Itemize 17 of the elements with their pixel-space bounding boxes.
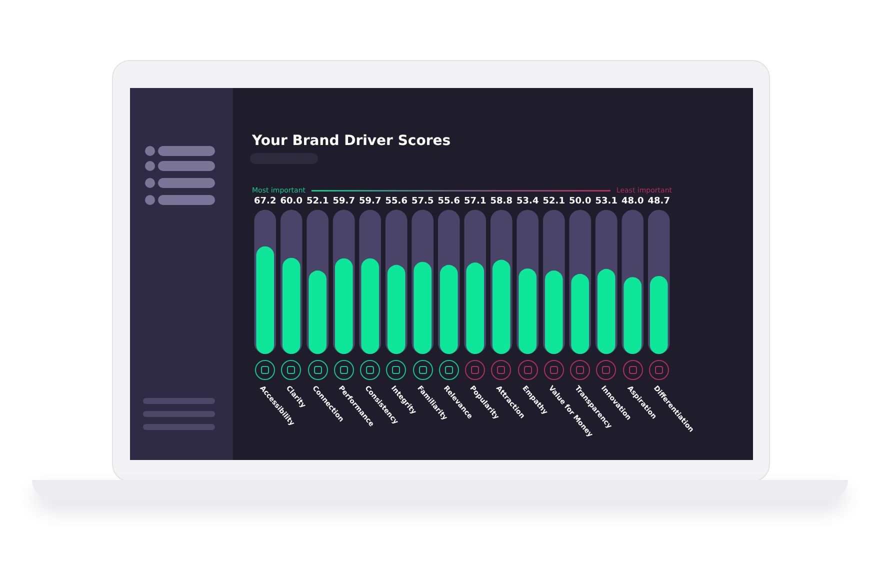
data-label: 59.7 [332, 196, 355, 207]
data-label: 52.1 [542, 196, 565, 207]
data-label: 60.0 [280, 196, 302, 207]
data-label: 53.4 [516, 196, 539, 207]
data-label: 57.1 [464, 196, 486, 207]
data-label: 48.7 [648, 196, 670, 207]
data-label: 57.5 [412, 196, 434, 207]
data-label: 48.0 [622, 196, 644, 207]
data-label: 58.8 [490, 196, 512, 207]
data-label: 52.1 [306, 196, 329, 207]
data-label: 55.6 [385, 196, 408, 207]
data-label: 50.0 [569, 196, 592, 207]
data-label: 55.6 [438, 196, 460, 207]
chart-title: Your Brand Driver Scores [251, 133, 451, 150]
data-label: 67.2 [254, 196, 276, 207]
data-label: 53.1 [595, 196, 618, 207]
data-label: 59.7 [359, 196, 382, 207]
